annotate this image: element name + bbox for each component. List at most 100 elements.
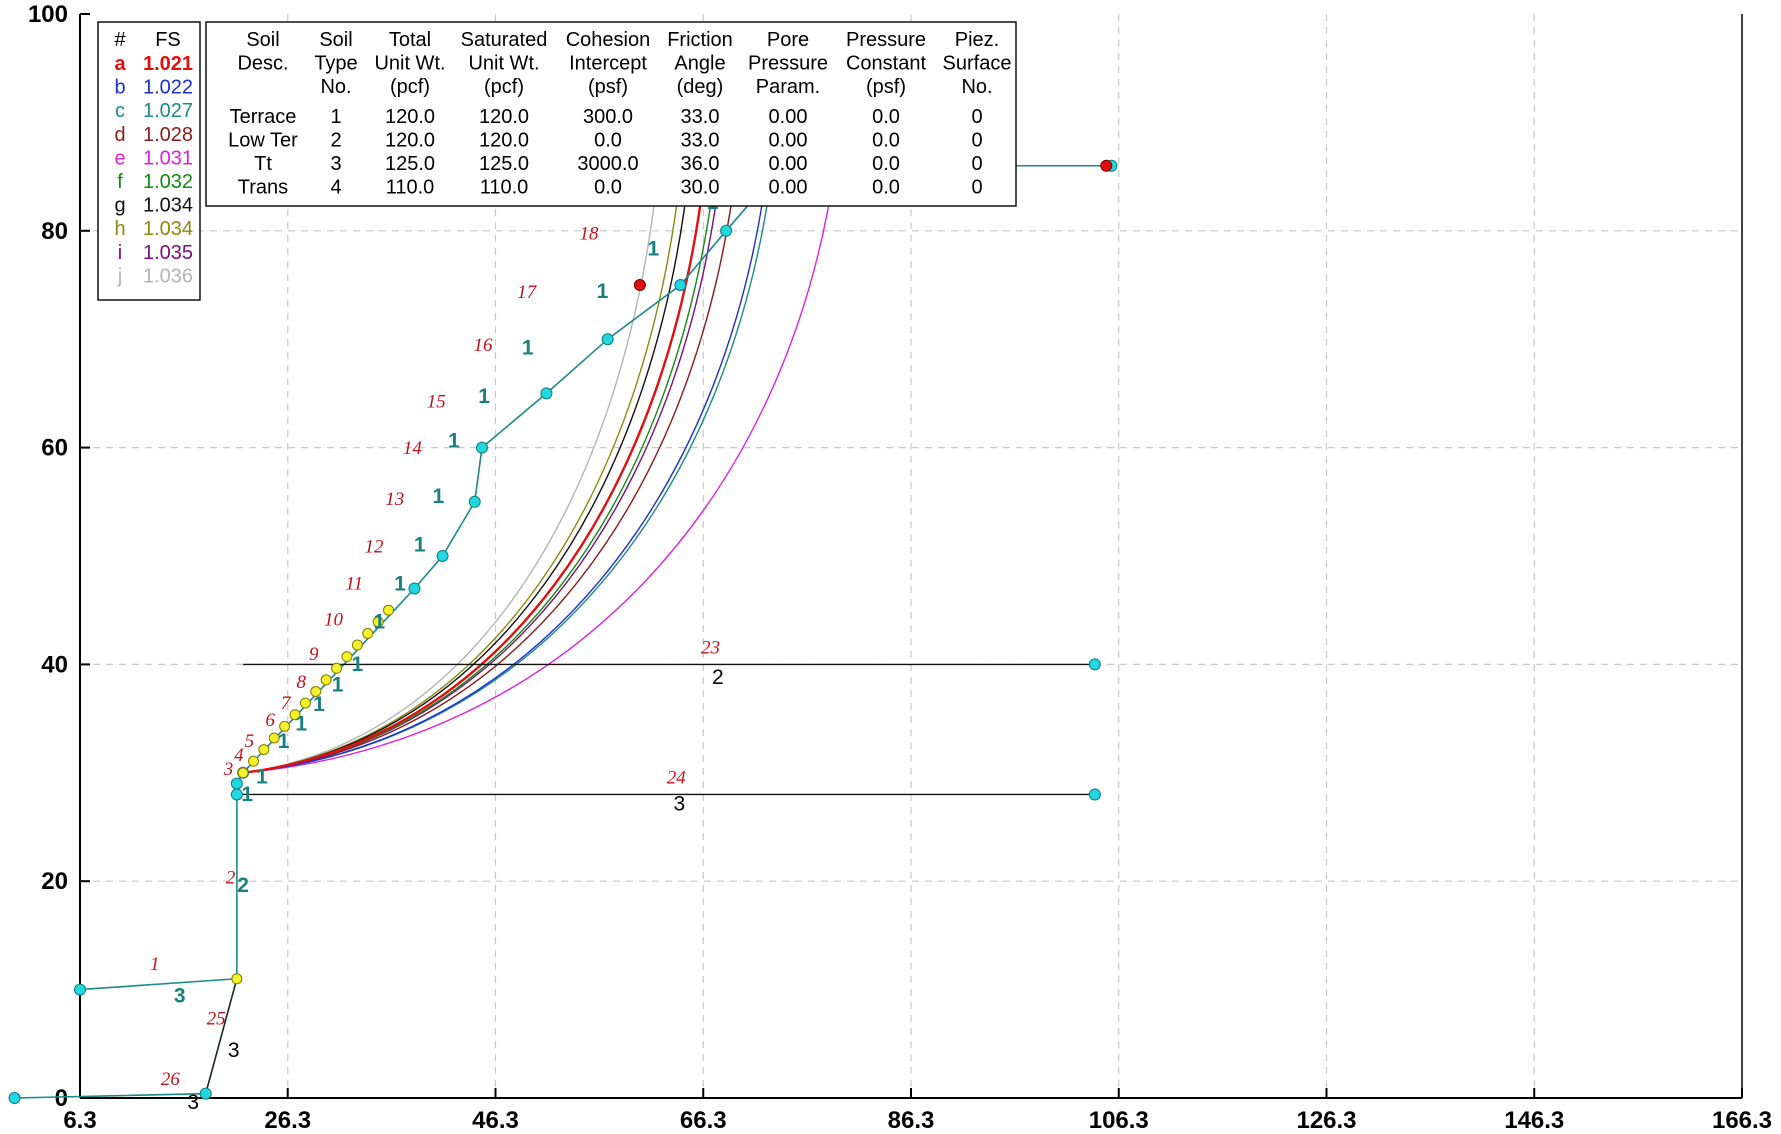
- axes: 6.3 26.3 46.3 66.3 86.3 106.3 126.3 146.3 166.3 0…: [28, 1, 1772, 1134]
- segment-number-7: 7: [281, 693, 292, 714]
- soil-table-header: Friction: [667, 29, 733, 51]
- soil-table-header: Pore: [767, 29, 809, 51]
- x-tick-label: 66.3: [680, 1107, 727, 1134]
- segment-soil-24: 3: [674, 793, 686, 816]
- soil-table-cell: 120.0: [385, 106, 435, 128]
- soil-table-header: (psf): [866, 76, 906, 98]
- search-point: [320, 674, 332, 686]
- x-tick-label: 126.3: [1296, 1107, 1356, 1134]
- search-point: [268, 732, 280, 744]
- x-tick-label: 166.3: [1712, 1107, 1772, 1134]
- segment-soil-18: 1: [648, 238, 660, 261]
- segment-number-17: 17: [517, 282, 538, 303]
- soil-table-cell: 0.0: [872, 106, 900, 128]
- profile-vertex: [468, 495, 481, 508]
- soil-table-box: [205, 21, 1017, 207]
- soil-table-header: Saturated: [461, 29, 548, 51]
- soil-table-cell: 0.0: [594, 177, 622, 199]
- search-point: [372, 616, 384, 628]
- profile-vertex: [199, 1087, 212, 1100]
- legend-fs-j: 1.036: [143, 265, 193, 287]
- soil-table-cell: 0: [971, 106, 982, 128]
- segment-soil-2: 2: [237, 874, 249, 897]
- search-point: [279, 720, 291, 732]
- soil-table-header: (pcf): [390, 76, 430, 98]
- segment-soil-11: 1: [394, 573, 406, 596]
- segment-number-25: 25: [207, 1008, 226, 1029]
- legend-id-c: c: [115, 100, 125, 122]
- soil-table-cell: 1: [330, 106, 341, 128]
- segment-number-26: 26: [161, 1069, 181, 1090]
- soil-table-header: Angle: [674, 53, 725, 75]
- search-point: [341, 651, 353, 663]
- soil-table-header: Cohesion: [566, 29, 651, 51]
- x-tick-label: 46.3: [472, 1107, 519, 1134]
- y-tick-label: 20: [41, 868, 68, 895]
- search-point: [362, 627, 374, 639]
- search-point: [289, 709, 301, 721]
- soil-table-cell: 0: [971, 177, 982, 199]
- profile-vertex: [230, 777, 243, 790]
- soil-table-header: Soil: [319, 29, 352, 51]
- search-point: [237, 767, 249, 779]
- segment-number-10: 10: [324, 609, 344, 630]
- legend-fs-g: 1.034: [143, 195, 193, 217]
- legend-fs-i: 1.035: [143, 242, 193, 264]
- x-tick-label: 86.3: [888, 1107, 935, 1134]
- search-point: [351, 639, 363, 651]
- profile-segment-25: [205, 978, 238, 1094]
- failure-surface-h: [242, 165, 683, 774]
- legend-id-a: a: [114, 53, 126, 75]
- soil-table-header: (pcf): [484, 76, 524, 98]
- y-tick-label: 100: [28, 1, 68, 28]
- segment-soil-8: 1: [332, 674, 344, 697]
- soil-table-header: (psf): [588, 76, 628, 98]
- profile-vertex: [601, 333, 614, 346]
- search-point: [383, 604, 395, 616]
- legend-id-i: i: [118, 242, 122, 264]
- y-tick-label: 40: [41, 651, 68, 678]
- soil-table-cell: 120.0: [479, 106, 529, 128]
- soil-table-cell: 0.00: [769, 130, 808, 152]
- segment-soil-10: 1: [373, 611, 385, 634]
- y-tick-label: 0: [55, 1085, 68, 1112]
- segment-soil-6: 1: [295, 713, 307, 736]
- segment-number-4: 4: [234, 745, 244, 766]
- segment-number-12: 12: [364, 537, 384, 558]
- segment-soil-4: 1: [256, 766, 268, 789]
- legend-id-e: e: [114, 147, 125, 169]
- soil-table-header: No.: [961, 76, 992, 98]
- profile-vertex: [720, 224, 733, 237]
- segment-number-13: 13: [385, 489, 404, 510]
- segment-number-16: 16: [474, 335, 494, 356]
- segment-soil-13: 1: [433, 485, 445, 508]
- x-tick-label: 106.3: [1089, 1107, 1149, 1134]
- soil-table-header: Surface: [943, 53, 1012, 75]
- failure-surface-g: [242, 165, 691, 774]
- soil-table-header: Total: [389, 29, 431, 51]
- soil-table-cell: 0: [971, 130, 982, 152]
- soil-table-cell: 30.0: [681, 177, 720, 199]
- segment-soil-7: 1: [313, 693, 325, 716]
- soil-table-header: Desc.: [237, 53, 288, 75]
- soil-table-cell: 125.0: [479, 153, 529, 175]
- soil-table-cell: Tt: [254, 153, 272, 175]
- soil-table-cell: 33.0: [681, 106, 720, 128]
- soil-table-header: Piez.: [955, 29, 999, 51]
- slope-profile: [8, 159, 1118, 1104]
- soil-table-cell: 4: [330, 177, 341, 199]
- soil-table-cell: 125.0: [385, 153, 435, 175]
- failure-surface-e: [243, 165, 836, 774]
- y-tick-label: 80: [41, 218, 68, 245]
- soil-table-header: Pressure: [846, 29, 926, 51]
- soil-table-cell: 0: [971, 153, 982, 175]
- soil-table-cell: 300.0: [583, 106, 633, 128]
- segment-soil-26: 3: [187, 1091, 199, 1114]
- legend-id-b: b: [114, 77, 125, 99]
- search-point: [247, 755, 259, 767]
- profile-vertex: [408, 582, 421, 595]
- segment-number-9: 9: [309, 644, 319, 665]
- legend-fs-h: 1.034: [143, 218, 193, 240]
